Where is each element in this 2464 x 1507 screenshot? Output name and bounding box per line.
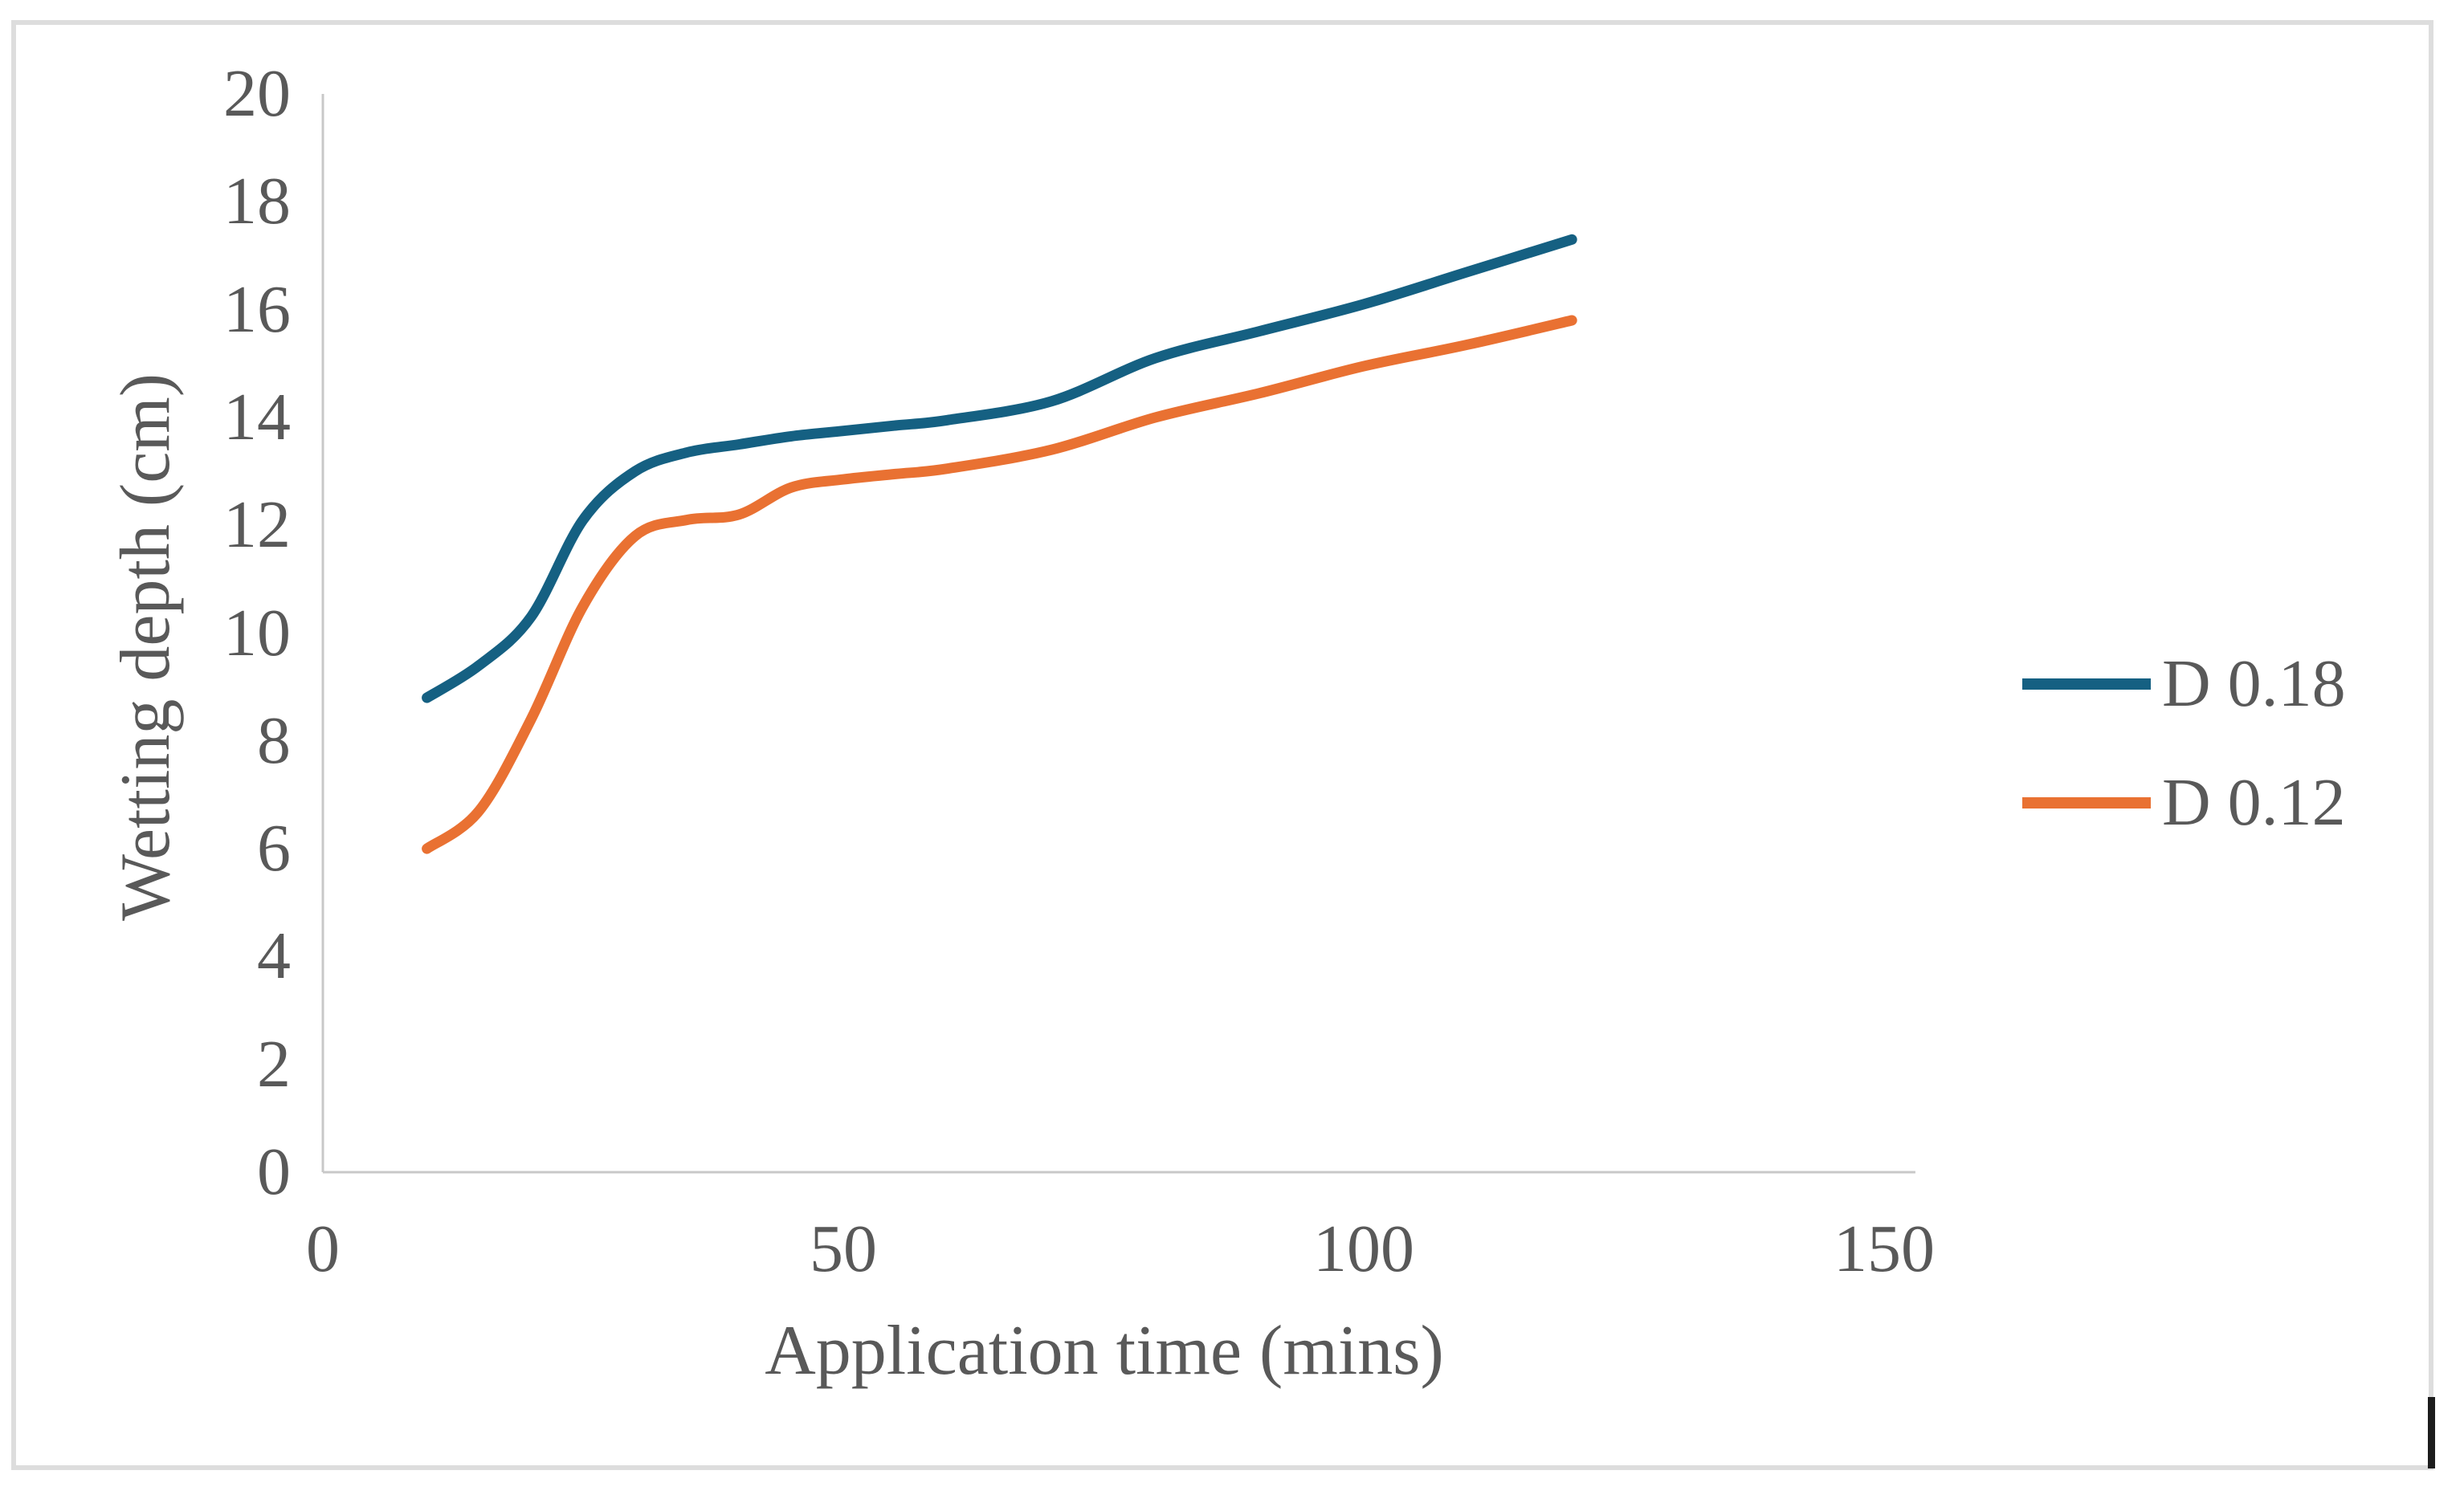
y-tick-label: 14	[223, 379, 291, 454]
y-tick-label: 2	[257, 1026, 291, 1102]
y-tick-label: 16	[223, 271, 291, 347]
x-tick-label: 150	[1834, 1212, 1935, 1286]
series-line-2	[422, 315, 1577, 854]
y-tick-label: 4	[257, 918, 291, 994]
y-tick-label: 0	[257, 1134, 291, 1209]
y-tick-label: 10	[223, 595, 291, 670]
y-tick-label: 18	[223, 164, 291, 239]
series-line-1	[422, 234, 1577, 703]
y-tick-label: 8	[257, 703, 291, 778]
x-tick-label: 0	[306, 1212, 340, 1286]
chart-border	[11, 20, 2433, 1470]
x-tick-label: 100	[1313, 1212, 1414, 1286]
x-tick-label: 50	[810, 1212, 877, 1286]
legend-label-series2: D 0.12	[2162, 765, 2346, 840]
legend-label-series1: D 0.18	[2162, 646, 2346, 721]
y-tick-label: 12	[223, 487, 291, 563]
y-tick-label: 20	[223, 56, 291, 131]
text-cursor	[2428, 1397, 2435, 1468]
y-tick-label: 6	[257, 811, 291, 886]
x-axis-title: Application time (mins)	[765, 1312, 1444, 1390]
